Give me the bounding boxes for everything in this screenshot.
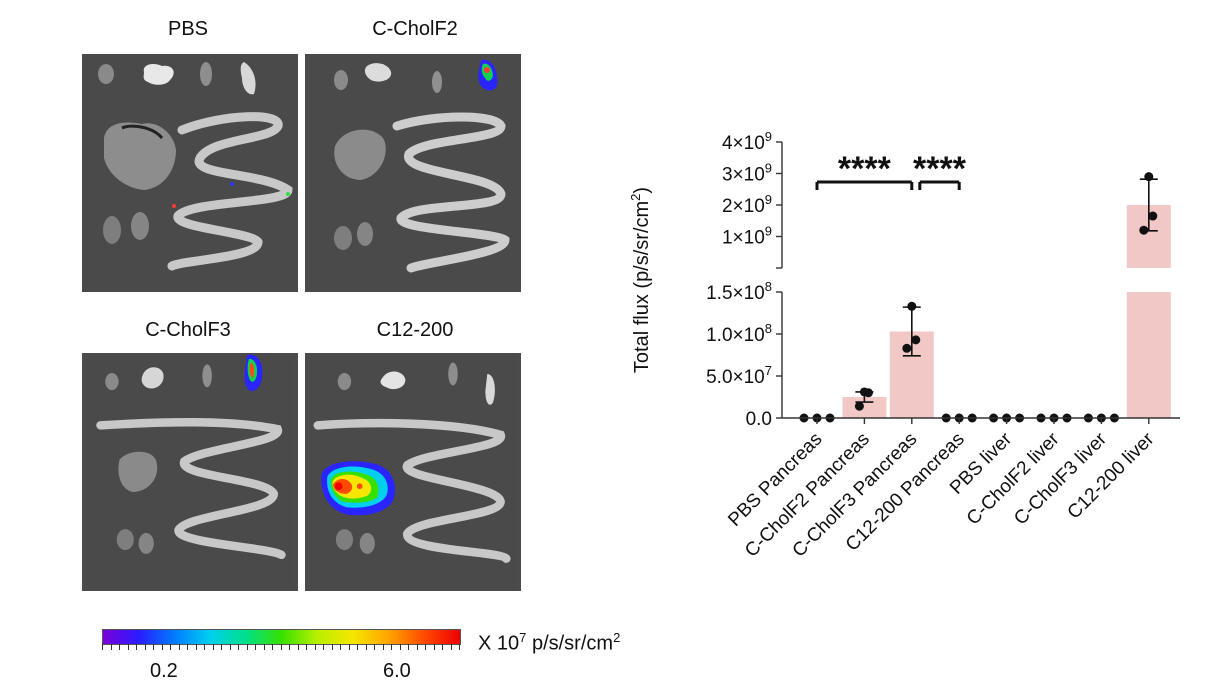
y-tick-label: 2×109 [722, 192, 772, 217]
imaging-panel-ccholf2 [305, 54, 521, 292]
colorbar-tick [306, 644, 307, 650]
organ-heart [98, 64, 114, 84]
y-tick-label: 5.0×107 [706, 363, 772, 388]
colorbar-tick [238, 644, 239, 650]
y-axis-label: Total flux (p/s/sr/cm2) [628, 187, 653, 373]
data-point [1144, 172, 1154, 182]
signal-hotspot [244, 354, 263, 392]
colorbar-tick [144, 644, 146, 650]
panel-title-ccholf2: C-CholF2 [372, 18, 458, 40]
colorbar-tick [289, 644, 290, 650]
colorbar-ticks [102, 644, 461, 652]
colorbar-unit-exp: 7 [519, 630, 527, 645]
colorbar-tick [102, 644, 103, 650]
flux-bar-chart: 0.0 5.0×107 1.0×108 1.5×108 1×109 2×109 3×109 4… [628, 129, 1180, 562]
colorbar-tick [229, 644, 231, 650]
colorbar-tick [374, 644, 375, 650]
signal-hotspot [478, 59, 498, 91]
colorbar-tick [136, 644, 137, 650]
bar [1126, 292, 1171, 418]
colorbar-unit: X 107 p/s/sr/cm2 [478, 630, 620, 656]
colorbar-tick [221, 644, 222, 650]
colorbar-tick [459, 644, 460, 650]
colorbar-tick [357, 644, 358, 650]
colorbar-tick [153, 644, 154, 650]
colorbar-tick [119, 644, 120, 650]
data-point [911, 335, 921, 345]
organ-liver [104, 122, 176, 190]
colorbar-tick [348, 644, 350, 650]
colorbar-tick [365, 644, 367, 650]
imaging-panel-ccholf3 [82, 353, 298, 591]
colorbar-tick [272, 644, 273, 650]
colorbar-tick [391, 644, 392, 650]
colorbar-tick [340, 644, 341, 650]
y-tick-label: 4×109 [722, 129, 772, 154]
organ-intestine [167, 112, 293, 271]
colorbar-tick [382, 644, 384, 650]
y-tick-label: 1.0×108 [706, 321, 772, 346]
colorbar-tick [331, 644, 333, 650]
colorbar-tick [246, 644, 248, 650]
colorbar-tick [297, 644, 299, 650]
colorbar-tick [323, 644, 324, 650]
data-point [902, 343, 912, 353]
data-point [1139, 225, 1149, 235]
colorbar-tick [399, 644, 401, 650]
colorbar-tick [170, 644, 171, 650]
colorbar-tick [314, 644, 316, 650]
y-tick-label: 0.0 [746, 409, 772, 430]
colorbar-tick [280, 644, 282, 650]
panel-title-c12-200: C12-200 [376, 319, 454, 341]
bar [842, 397, 887, 418]
imaging-panel-pbs [82, 54, 298, 292]
liver-signal [321, 461, 396, 516]
organ-pancreas [240, 62, 256, 95]
colorbar-tick [255, 644, 256, 650]
y-tick-label: 3×109 [722, 161, 772, 186]
imaging-panel-c12-200 [305, 353, 521, 591]
data-point [1148, 211, 1158, 221]
colorbar-tick [416, 644, 418, 650]
colorbar-unit-suffix-exp: 2 [613, 630, 621, 645]
colorbar [102, 629, 461, 645]
colorbar-unit-suffix: p/s/sr/cm [526, 632, 614, 655]
colorbar-tick [178, 644, 180, 650]
data-point [863, 388, 873, 398]
colorbar-tick [195, 644, 197, 650]
colorbar-tick [433, 644, 435, 650]
y-tick-label: 1×109 [722, 224, 772, 249]
organ-kidney-right [131, 212, 149, 240]
colorbar-tick [110, 644, 112, 650]
data-point [907, 301, 917, 311]
organ-spleen [200, 62, 212, 86]
colorbar-tick [187, 644, 188, 650]
data-point [854, 401, 864, 411]
colorbar-tick [204, 644, 205, 650]
colorbar-tick [161, 644, 163, 650]
colorbar-max-label: 6.0 [383, 660, 411, 682]
panel-title-ccholf3: C-CholF3 [145, 319, 231, 341]
significance-label: **** [838, 150, 892, 188]
panel-title-pbs: PBS [167, 18, 209, 40]
colorbar-tick [442, 644, 443, 650]
significance-label: **** [913, 150, 967, 188]
colorbar-tick [127, 644, 129, 650]
colorbar-unit-prefix: X 10 [478, 632, 520, 655]
colorbar-tick [212, 644, 214, 650]
organ-kidney-left [103, 216, 121, 244]
colorbar-tick [450, 644, 452, 650]
colorbar-tick [408, 644, 409, 650]
colorbar-tick [425, 644, 426, 650]
y-tick-label: 1.5×108 [706, 279, 772, 304]
organ-lung [143, 64, 174, 85]
colorbar-min-label: 0.2 [150, 660, 178, 682]
colorbar-tick [263, 644, 265, 650]
